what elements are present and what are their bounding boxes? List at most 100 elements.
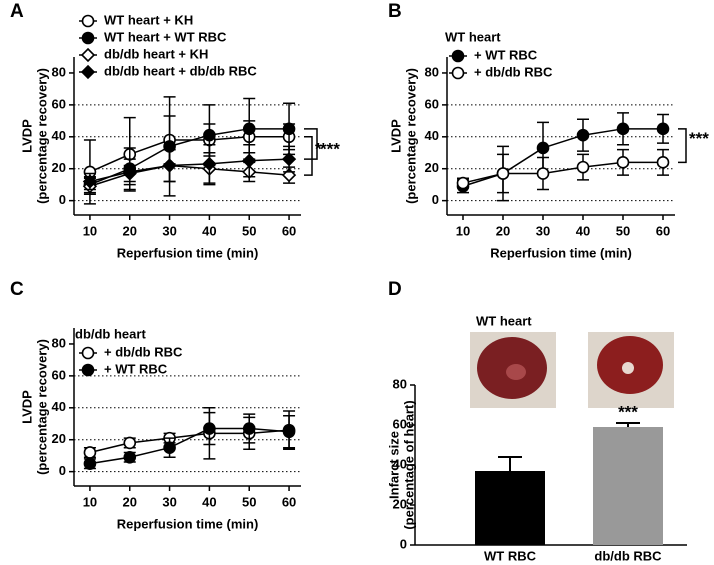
series-line (89, 429, 290, 454)
x-tick-label: db/db RBC (594, 548, 662, 563)
y-axis-label: Infarct size (386, 431, 401, 499)
y-tick-label: 40 (393, 456, 407, 471)
marker (242, 153, 257, 168)
significance-label: * (315, 139, 322, 158)
marker (242, 422, 256, 435)
legend-label: + db/db RBC (104, 344, 183, 359)
marker (282, 122, 296, 136)
legend-marker (81, 346, 95, 360)
y-tick-label: 0 (400, 536, 407, 551)
legend-label: db/db heart + KH (104, 46, 208, 61)
bar (593, 427, 663, 545)
marker (282, 425, 296, 439)
marker (456, 176, 470, 190)
heart-slice-center (506, 364, 526, 380)
x-tick-label: 50 (242, 223, 256, 238)
x-tick-label: 30 (536, 223, 550, 238)
marker (656, 156, 670, 169)
legend-marker (451, 49, 465, 63)
marker (616, 122, 630, 136)
chart-title: WT heart (476, 313, 532, 328)
x-tick-label: 30 (162, 494, 176, 509)
y-tick-label: 20 (52, 160, 66, 175)
legend-label: WT heart + WT RBC (104, 29, 227, 44)
heart-slice-center (622, 362, 634, 374)
y-tick-label: 40 (52, 128, 66, 143)
marker (82, 174, 98, 189)
y-axis-label: LVDP (19, 390, 34, 424)
marker (83, 457, 97, 470)
legend-label: WT heart + KH (104, 12, 193, 27)
significance-label: *** (320, 139, 340, 158)
legend-title: db/db heart (75, 326, 146, 341)
y-tick-label: 80 (425, 64, 439, 79)
series-line (89, 128, 290, 186)
y-axis-label: (percentage of heart) (401, 400, 416, 529)
y-tick-label: 60 (425, 96, 439, 111)
marker (163, 441, 176, 454)
x-tick-label: 60 (282, 223, 296, 238)
y-tick-label: 60 (52, 367, 66, 382)
legend-label: + WT RBC (474, 47, 538, 62)
series-line (89, 164, 290, 187)
legend-marker (81, 31, 95, 45)
legend-label: db/db heart + db/db RBC (104, 63, 257, 78)
significance-bracket (678, 128, 687, 164)
bar (475, 471, 545, 545)
legend-marker (81, 363, 95, 377)
x-axis-label: Reperfusion time (min) (490, 245, 632, 260)
error-bar (616, 422, 640, 427)
y-tick-label: 40 (52, 399, 66, 414)
y-axis-label: LVDP (388, 119, 403, 153)
marker (203, 128, 216, 142)
x-tick-label: 20 (496, 223, 510, 238)
y-tick-label: 80 (52, 335, 66, 350)
legend-marker (80, 64, 96, 80)
marker (656, 122, 670, 136)
y-axis-label: (percentage recovery) (34, 68, 49, 204)
y-axis-label: LVDP (19, 119, 34, 153)
significance-bracket (304, 128, 318, 160)
significance-label: *** (618, 402, 638, 421)
marker (202, 156, 217, 172)
legend-label: + db/db RBC (474, 64, 553, 79)
x-tick-label: 20 (123, 223, 137, 238)
y-axis-label: (percentage recovery) (403, 68, 418, 204)
marker (576, 128, 590, 142)
y-tick-label: 40 (425, 128, 439, 143)
panel-label: B (388, 1, 402, 22)
x-tick-label: 10 (83, 223, 97, 238)
series-line (89, 427, 290, 465)
series-line (462, 161, 663, 184)
significance-bracket (304, 136, 313, 176)
y-tick-label: 80 (393, 376, 407, 391)
series-line (89, 158, 290, 183)
error-bar (498, 456, 522, 471)
marker (281, 152, 297, 167)
legend-marker (451, 66, 465, 80)
panel-label: C (10, 279, 24, 300)
y-tick-label: 0 (432, 192, 439, 207)
legend-label: + WT RBC (104, 361, 168, 376)
marker (536, 167, 550, 180)
panel-label: A (10, 1, 24, 22)
series-line (89, 136, 290, 173)
x-axis-label: Reperfusion time (min) (117, 516, 259, 531)
marker (496, 167, 510, 180)
marker (122, 164, 137, 180)
y-tick-label: 60 (393, 416, 407, 431)
x-tick-label: 30 (162, 223, 176, 238)
y-tick-label: 0 (59, 463, 66, 478)
marker (203, 422, 216, 435)
legend-title: WT heart (445, 29, 501, 44)
marker (242, 122, 256, 136)
legend-marker (81, 14, 95, 28)
y-tick-label: 20 (393, 496, 407, 511)
x-tick-label: 60 (656, 223, 670, 238)
x-tick-label: 60 (282, 494, 296, 509)
marker (536, 141, 550, 155)
marker (123, 450, 137, 464)
marker (576, 160, 590, 174)
y-axis-label: (percentage recovery) (34, 339, 49, 475)
